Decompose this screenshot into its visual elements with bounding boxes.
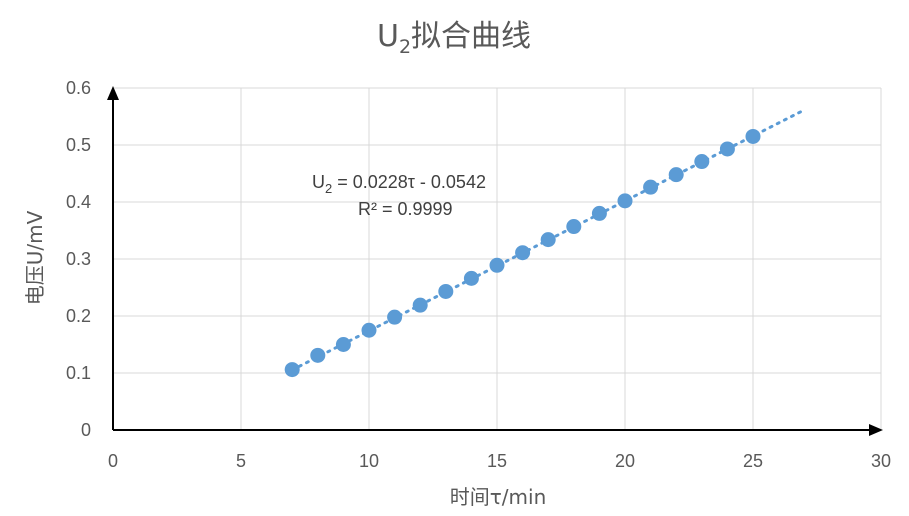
y-tick-label: 0.3 [66, 249, 91, 269]
data-point [745, 128, 761, 144]
chart-title: U2拟合曲线 [377, 19, 531, 58]
y-tick-label: 0.4 [66, 192, 91, 212]
equation-prefix: U [312, 172, 325, 192]
data-point [694, 154, 710, 170]
data-point [412, 297, 428, 313]
y-axis-arrow [107, 86, 119, 100]
y-tick-label: 0.1 [66, 363, 91, 383]
x-tick-label: 0 [108, 451, 118, 471]
equation-sub: 2 [325, 181, 332, 196]
chart-title-sub: 2 [399, 36, 411, 58]
x-tick-label: 25 [743, 451, 763, 471]
equation-rest: = 0.0228τ - 0.0542 [332, 172, 486, 192]
tick-labels: 0 5 10 15 20 25 30 0 0.1 0.2 0.3 0.4 0.5 0.6 [66, 78, 891, 471]
y-tick-label: 0 [81, 420, 91, 440]
x-tick-label: 10 [359, 451, 379, 471]
data-point [361, 322, 377, 338]
chart-title-main: U [377, 19, 399, 54]
x-tick-label: 20 [615, 451, 635, 471]
data-point [515, 245, 531, 261]
y-axis-label: 电压U/mV [23, 210, 47, 305]
y-tick-label: 0.6 [66, 78, 91, 98]
gridlines [113, 87, 882, 430]
x-tick-label: 5 [236, 451, 246, 471]
data-point [617, 193, 633, 209]
data-point [310, 347, 326, 363]
data-point [591, 205, 607, 221]
data-point [387, 309, 403, 325]
x-axis-label: 时间τ/min [450, 485, 547, 509]
data-point [643, 179, 659, 195]
data-point [284, 362, 300, 378]
x-tick-label: 30 [871, 451, 891, 471]
data-point [463, 270, 479, 286]
data-point [540, 232, 556, 248]
data-points [284, 128, 761, 378]
data-point [566, 219, 582, 235]
data-point [438, 283, 454, 299]
x-tick-label: 15 [487, 451, 507, 471]
y-tick-label: 0.2 [66, 306, 91, 326]
data-point [489, 257, 505, 273]
y-tick-label: 0.5 [66, 135, 91, 155]
r-squared-label: R² = 0.9999 [358, 199, 453, 219]
data-point [719, 141, 735, 157]
data-point [668, 167, 684, 183]
data-point [335, 337, 351, 352]
chart-title-rest: 拟合曲线 [411, 19, 531, 54]
x-axis-arrow [869, 424, 883, 436]
axes [107, 86, 883, 436]
trendline-equation: U2 = 0.0228τ - 0.0542 [312, 172, 486, 196]
